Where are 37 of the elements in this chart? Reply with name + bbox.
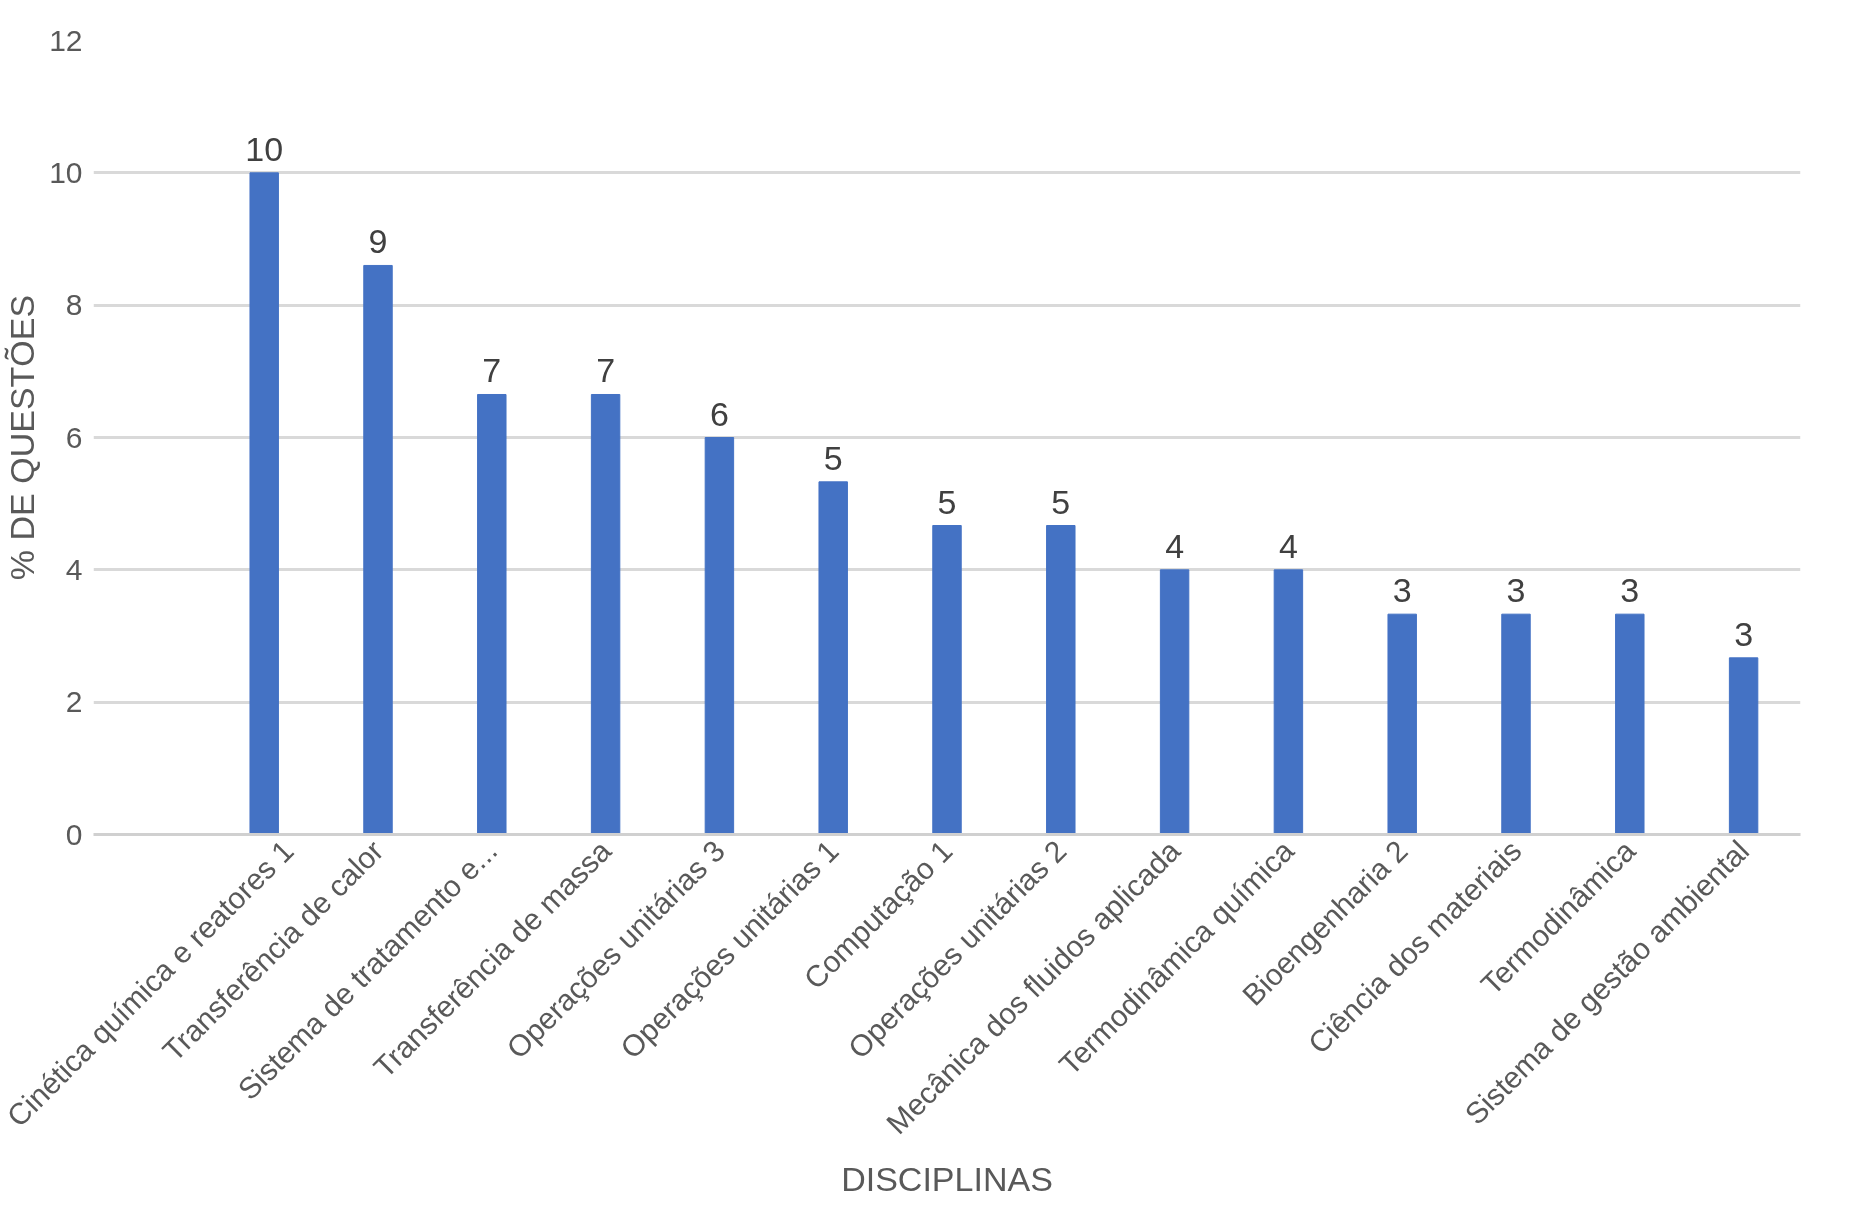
data-label: 7 (596, 351, 616, 390)
y-tick-label: 10 (49, 155, 83, 189)
data-label: 4 (1278, 526, 1298, 565)
data-label: 3 (1734, 614, 1754, 653)
y-tick-label: 2 (65, 685, 83, 719)
bar (932, 525, 962, 835)
bar (1273, 569, 1304, 835)
bar (1615, 613, 1645, 835)
bar (249, 172, 279, 835)
y-tick-label: 8 (65, 288, 83, 322)
data-label: 3 (1392, 571, 1412, 610)
data-label: 3 (1620, 571, 1640, 610)
y-tick-label: 12 (49, 23, 83, 57)
x-axis-title: DISCIPLINAS (841, 1159, 1053, 1198)
data-label: 7 (482, 351, 502, 390)
y-axis-title: % DE QUESTÕES (3, 294, 42, 581)
bar (590, 393, 621, 835)
bar (1159, 569, 1190, 835)
data-label: 10 (245, 129, 284, 168)
data-label: 5 (823, 438, 843, 477)
data-label: 4 (1165, 526, 1185, 565)
data-label: 9 (368, 222, 388, 261)
y-tick-label: 4 (65, 552, 83, 586)
bar (818, 481, 848, 835)
y-tick-label: 6 (65, 420, 83, 454)
data-label: 6 (709, 394, 729, 433)
bar (1387, 613, 1417, 835)
bar (1046, 525, 1076, 835)
data-label: 3 (1506, 571, 1526, 610)
bar (363, 264, 393, 835)
bar (1728, 657, 1759, 835)
bar (704, 437, 735, 835)
data-label: 5 (937, 482, 957, 521)
bar (477, 393, 507, 835)
bar (1501, 613, 1531, 835)
data-label: 5 (1051, 482, 1071, 521)
y-tick-label: 0 (65, 817, 83, 851)
